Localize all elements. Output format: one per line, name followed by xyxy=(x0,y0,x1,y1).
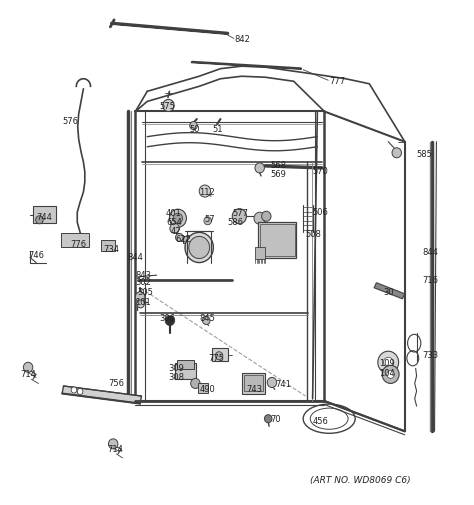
Circle shape xyxy=(392,148,401,158)
Text: 42: 42 xyxy=(171,227,182,236)
Text: 776: 776 xyxy=(71,240,87,249)
Circle shape xyxy=(185,232,213,263)
Bar xyxy=(242,373,265,393)
Text: 70: 70 xyxy=(270,415,281,424)
Bar xyxy=(198,383,208,392)
Text: 508: 508 xyxy=(306,230,321,239)
Circle shape xyxy=(165,316,174,326)
Circle shape xyxy=(189,236,210,259)
Circle shape xyxy=(387,370,394,378)
Circle shape xyxy=(255,163,264,173)
Text: 756: 756 xyxy=(109,379,125,388)
Text: 30: 30 xyxy=(383,288,394,297)
Text: 622: 622 xyxy=(175,235,191,244)
Text: 456: 456 xyxy=(313,417,328,426)
Text: 306: 306 xyxy=(159,315,175,324)
Circle shape xyxy=(204,217,211,225)
Text: 50: 50 xyxy=(189,125,200,134)
Bar xyxy=(182,236,194,243)
Bar xyxy=(258,222,296,258)
Circle shape xyxy=(173,213,182,223)
Text: 401: 401 xyxy=(166,209,182,218)
Text: 51: 51 xyxy=(213,125,223,134)
Text: 842: 842 xyxy=(235,35,251,44)
Bar xyxy=(244,375,264,391)
Bar xyxy=(101,240,115,251)
Text: 575: 575 xyxy=(159,102,175,111)
Text: 733: 733 xyxy=(422,351,438,360)
Circle shape xyxy=(170,223,179,233)
Text: 741: 741 xyxy=(275,380,291,389)
Circle shape xyxy=(199,185,210,197)
Circle shape xyxy=(254,212,265,224)
Text: 585: 585 xyxy=(417,150,432,159)
Circle shape xyxy=(71,387,77,393)
Text: 104: 104 xyxy=(379,369,394,378)
Circle shape xyxy=(136,292,145,302)
Text: 845: 845 xyxy=(199,315,215,324)
Text: 586: 586 xyxy=(228,218,244,227)
Text: 714: 714 xyxy=(107,445,123,455)
Circle shape xyxy=(378,351,399,373)
Polygon shape xyxy=(62,386,142,403)
Circle shape xyxy=(137,300,145,308)
Circle shape xyxy=(191,378,200,388)
Bar xyxy=(212,348,228,361)
Bar xyxy=(174,363,196,379)
Text: 654: 654 xyxy=(166,218,182,227)
Text: 570: 570 xyxy=(313,168,328,176)
Circle shape xyxy=(232,209,246,224)
Bar xyxy=(176,360,194,369)
Circle shape xyxy=(23,362,33,372)
Text: 577: 577 xyxy=(232,209,248,218)
Bar xyxy=(33,206,55,223)
Text: 57: 57 xyxy=(205,215,216,224)
Bar xyxy=(61,233,89,247)
Circle shape xyxy=(175,233,183,241)
Circle shape xyxy=(215,351,223,360)
Circle shape xyxy=(163,99,174,112)
Text: 576: 576 xyxy=(63,117,79,126)
Text: 490: 490 xyxy=(199,385,215,394)
Text: 714: 714 xyxy=(20,370,36,379)
Text: 305: 305 xyxy=(138,288,154,297)
Text: 308: 308 xyxy=(168,373,184,382)
Text: 302: 302 xyxy=(136,278,151,287)
Text: 309: 309 xyxy=(168,364,184,373)
Text: 716: 716 xyxy=(422,276,438,285)
Polygon shape xyxy=(255,247,265,259)
Circle shape xyxy=(109,439,118,449)
Text: 101: 101 xyxy=(136,298,151,308)
Text: 734: 734 xyxy=(104,245,120,255)
Circle shape xyxy=(264,415,272,423)
Text: 109: 109 xyxy=(379,359,394,368)
Circle shape xyxy=(77,388,83,394)
Text: 844: 844 xyxy=(422,248,438,257)
Circle shape xyxy=(383,357,393,367)
Text: 746: 746 xyxy=(28,250,44,260)
Circle shape xyxy=(169,209,186,227)
Circle shape xyxy=(382,365,399,383)
Text: 775: 775 xyxy=(209,354,225,363)
Text: (ART NO. WD8069 C6): (ART NO. WD8069 C6) xyxy=(310,476,410,485)
Circle shape xyxy=(267,377,277,387)
Text: 569: 569 xyxy=(270,170,286,179)
Circle shape xyxy=(262,211,271,221)
Text: 506: 506 xyxy=(313,208,328,217)
Text: 112: 112 xyxy=(199,187,215,196)
Text: 777: 777 xyxy=(329,77,345,86)
Circle shape xyxy=(190,122,197,130)
Circle shape xyxy=(202,317,210,325)
Text: 844: 844 xyxy=(128,253,143,262)
Text: 743: 743 xyxy=(246,385,263,394)
Text: 568: 568 xyxy=(270,162,286,170)
Polygon shape xyxy=(374,283,405,299)
Text: 744: 744 xyxy=(36,213,52,222)
Text: 843: 843 xyxy=(136,271,151,280)
Circle shape xyxy=(36,216,43,224)
Bar xyxy=(260,224,295,256)
